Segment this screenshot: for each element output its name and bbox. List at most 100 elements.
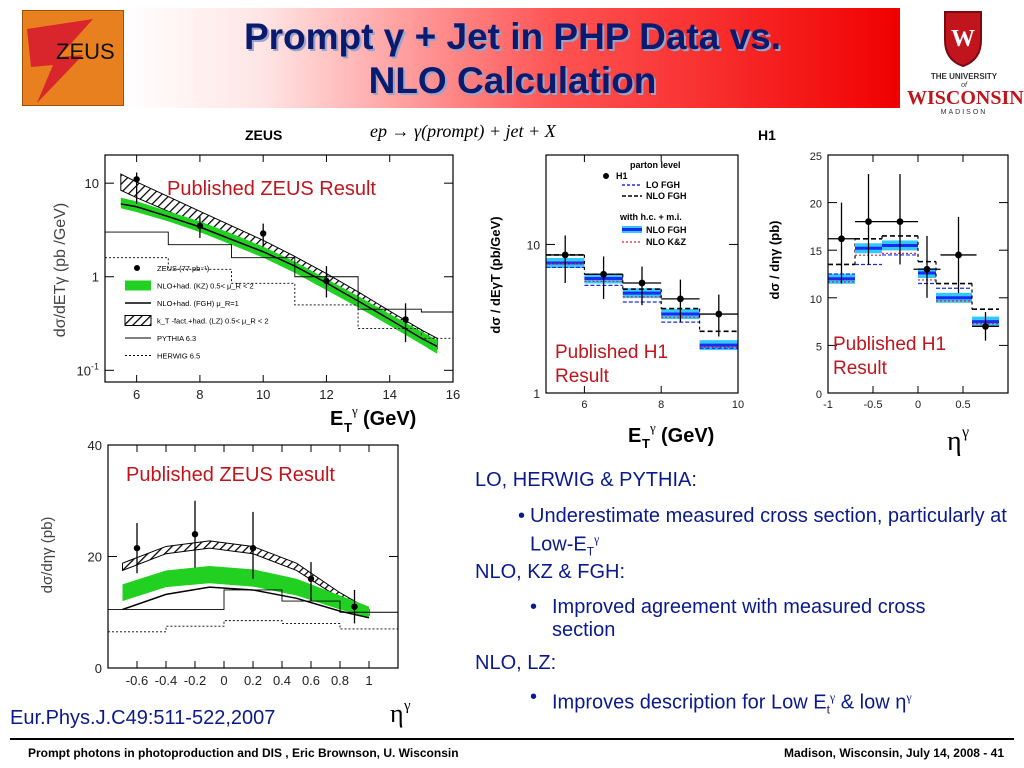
- uw-logo-line4: MADISON: [940, 109, 988, 116]
- zeus-label: ZEUS: [245, 127, 283, 143]
- data-point: [600, 270, 607, 278]
- bullet-1: • Underestimate measured cross section, …: [518, 505, 1007, 559]
- y-tick-label: 10: [85, 176, 99, 191]
- y-tick-label: 25: [810, 151, 822, 163]
- zeus-logo-text: ZEUS: [56, 39, 115, 64]
- y-tick-label: 20: [810, 199, 822, 211]
- x-tick-label: 8: [196, 387, 203, 402]
- data-point: [896, 218, 904, 226]
- x-axis-label: η: [390, 699, 404, 728]
- slide-title-line1: Prompt γ + Jet in PHP Data vs.: [243, 16, 782, 57]
- section-heading-3: NLO, LZ:: [475, 652, 557, 674]
- x-tick-label: -0.6: [126, 673, 148, 688]
- chart-h1-et: 6 8 10 10 1 dσ / dEγT (pb/GeV) E Tγ (GeV) Publish…: [488, 154, 744, 451]
- x-tick-label: 8: [658, 399, 664, 411]
- reference: Eur.Phys.J.C49:511-522,2007: [10, 707, 276, 729]
- x-tick-label: 0: [915, 399, 921, 411]
- x-tick-label: 14: [382, 387, 396, 402]
- data-point: [865, 218, 872, 226]
- legend-title: parton level: [630, 160, 681, 170]
- chart-zeus-et: 6 8 10 12 14 16 10 1 10-1 Published ZEUS Result dσ…: [52, 154, 460, 435]
- x-tick-label: 0: [220, 673, 227, 688]
- chart-annotation-line1: Published H1: [555, 342, 668, 363]
- legend-label: HERWIG 6.5: [157, 352, 200, 361]
- bullet-3-tail-sup: γ: [906, 690, 912, 704]
- y-axis-label: dσ / dEγT (pb/GeV): [488, 216, 503, 333]
- chart-annotation-line2: Result: [833, 358, 888, 379]
- legend-label: NLO+had. (FGH) μ_R=1: [157, 299, 239, 308]
- legend-label: H1: [616, 171, 628, 181]
- data-point: [955, 251, 962, 259]
- data-point: [307, 575, 315, 582]
- x-tick-label: 6: [581, 399, 587, 411]
- title-banner: Prompt γ + Jet in PHP Data vs. NLO Calcu…: [125, 8, 900, 108]
- y-tick-label: 10: [810, 294, 822, 306]
- y-tick-label: 0: [95, 661, 102, 676]
- x-tick-label: 0.4: [273, 673, 291, 688]
- x-axis-label-sub: T: [642, 436, 650, 451]
- x-tick-label: -1: [823, 399, 833, 411]
- bullet-1-text: Underestimate measured cross section, pa…: [530, 505, 1007, 556]
- data-point: [196, 222, 204, 230]
- legend-marker-zeus: [134, 265, 140, 271]
- uw-logo-line2: of: [961, 82, 967, 89]
- bullet-1-sup: γ: [594, 532, 600, 546]
- legend-label: NLO FGH: [646, 191, 687, 201]
- x-axis-label-sup: γ: [403, 698, 411, 714]
- footer-left: Prompt photons in photoproduction and DI…: [28, 746, 459, 760]
- process-formula: ep → γ(prompt) + jet + X: [370, 121, 556, 141]
- legend-label: NLO K&Z: [646, 237, 686, 247]
- x-tick-label: -0.2: [184, 673, 206, 688]
- fgh-line: [120, 203, 438, 348]
- legend-marker-lz: [124, 315, 152, 326]
- x-axis-label-sup: γ: [351, 403, 358, 418]
- legend-label: NLO+had. (KZ) 0.5< μ_R < 2: [157, 282, 254, 291]
- x-tick-label: 0.2: [244, 673, 262, 688]
- x-tick-label: 0.6: [302, 673, 320, 688]
- chart-annotation: Published ZEUS Result: [167, 178, 376, 200]
- x-tick-label: -0.4: [155, 673, 177, 688]
- y-tick-label: 40: [88, 438, 102, 453]
- bullet-2: • Improved agreement with measured cross…: [530, 596, 926, 641]
- chart-zeus-eta: -0.6 -0.4 -0.2 0 0.2 0.4 0.6 0.8 1 0 20 40 Published…: [39, 438, 411, 728]
- x-tick-label: 1: [365, 673, 372, 688]
- x-tick-label: 16: [446, 387, 460, 402]
- pythia-hist: [108, 589, 398, 613]
- legend-label: ZEUS (77 pb⁻¹): [157, 264, 210, 273]
- legend-label: k_T -fact.+had. (LZ) 0.5< μ_R < 2: [157, 317, 269, 326]
- legend-marker-h1: [603, 173, 609, 179]
- x-axis-label-sup: γ: [649, 420, 656, 435]
- x-axis-label-sub: T: [344, 420, 352, 435]
- slide-title-line2: NLO Calculation: [368, 60, 657, 101]
- x-tick-label: 10: [732, 399, 744, 411]
- data-point: [677, 295, 684, 303]
- h1-label: H1: [758, 127, 776, 143]
- y-axis-label: dσ/dETγ (pb /GeV): [52, 203, 69, 337]
- pythia-hist: [105, 231, 453, 313]
- x-tick-label: 12: [319, 387, 333, 402]
- kz-band: [122, 565, 369, 618]
- y-axis-label: dσ/dηγ (pb): [39, 517, 56, 594]
- x-tick-label: 0.8: [331, 673, 349, 688]
- data-point: [133, 176, 140, 183]
- x-axis-label: η: [947, 426, 962, 457]
- y-tick-label: 5: [816, 341, 822, 353]
- data-point: [838, 235, 845, 243]
- data-point: [982, 322, 989, 330]
- data-point: [323, 277, 330, 285]
- plot-frame: [104, 154, 454, 383]
- x-tick-label: 0.5: [955, 399, 970, 411]
- bullet-1-sub: T: [586, 544, 595, 559]
- legend-label: LO FGH: [646, 180, 680, 190]
- x-tick-label: 6: [133, 387, 140, 402]
- y-tick-label: 10: [527, 238, 541, 252]
- svg-text:W: W: [951, 26, 975, 52]
- chart-annotation-line2: Result: [555, 366, 610, 387]
- chart-annotation-line1: Published H1: [833, 334, 946, 355]
- data-point: [715, 310, 723, 318]
- bullet-3-text: Improves description for Low E: [552, 691, 827, 714]
- plot-frame: [545, 154, 739, 394]
- y-axis-label: dσ / dηγ (pb): [767, 221, 782, 300]
- footer-divider: [10, 738, 1014, 740]
- footer-right: Madison, Wisconsin, July 14, 2008 - 41: [784, 746, 1004, 760]
